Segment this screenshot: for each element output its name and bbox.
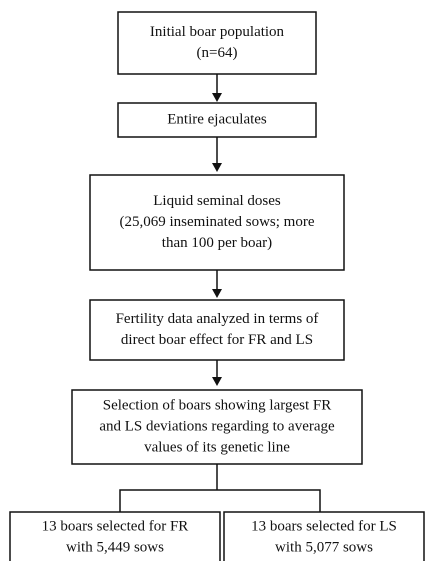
box-fr — [9, 511, 221, 561]
connector — [119, 464, 321, 512]
node-text: Entire ejaculates — [167, 111, 267, 127]
box-initial — [117, 11, 317, 75]
node-text: Selection of boars showing largest FR — [103, 397, 331, 413]
box-doses — [89, 174, 345, 271]
arrowhead — [212, 163, 222, 172]
node-text: direct boar effect for FR and LS — [121, 332, 313, 348]
node-text: values of its genetic line — [144, 439, 290, 455]
node-text: than 100 per boar) — [162, 235, 272, 251]
node-text: (n=64) — [197, 45, 238, 61]
box-ls — [223, 511, 425, 561]
node-text: Fertility data analyzed in terms of — [116, 311, 319, 327]
box-fertility — [89, 299, 345, 361]
node-text: (25,069 inseminated sows; more — [120, 214, 315, 230]
node-text: with 5,077 sows — [275, 539, 373, 555]
node-text: and LS deviations regarding to average — [99, 418, 335, 434]
node-text: Liquid seminal doses — [153, 193, 281, 209]
node-text: 13 boars selected for LS — [251, 518, 397, 534]
arrowhead — [212, 377, 222, 386]
node-text: Initial boar population — [150, 24, 285, 40]
arrowhead — [212, 289, 222, 298]
node-text: with 5,449 sows — [66, 539, 164, 555]
arrowhead — [212, 93, 222, 102]
box-selection — [71, 389, 363, 465]
node-text: 13 boars selected for FR — [42, 518, 189, 534]
